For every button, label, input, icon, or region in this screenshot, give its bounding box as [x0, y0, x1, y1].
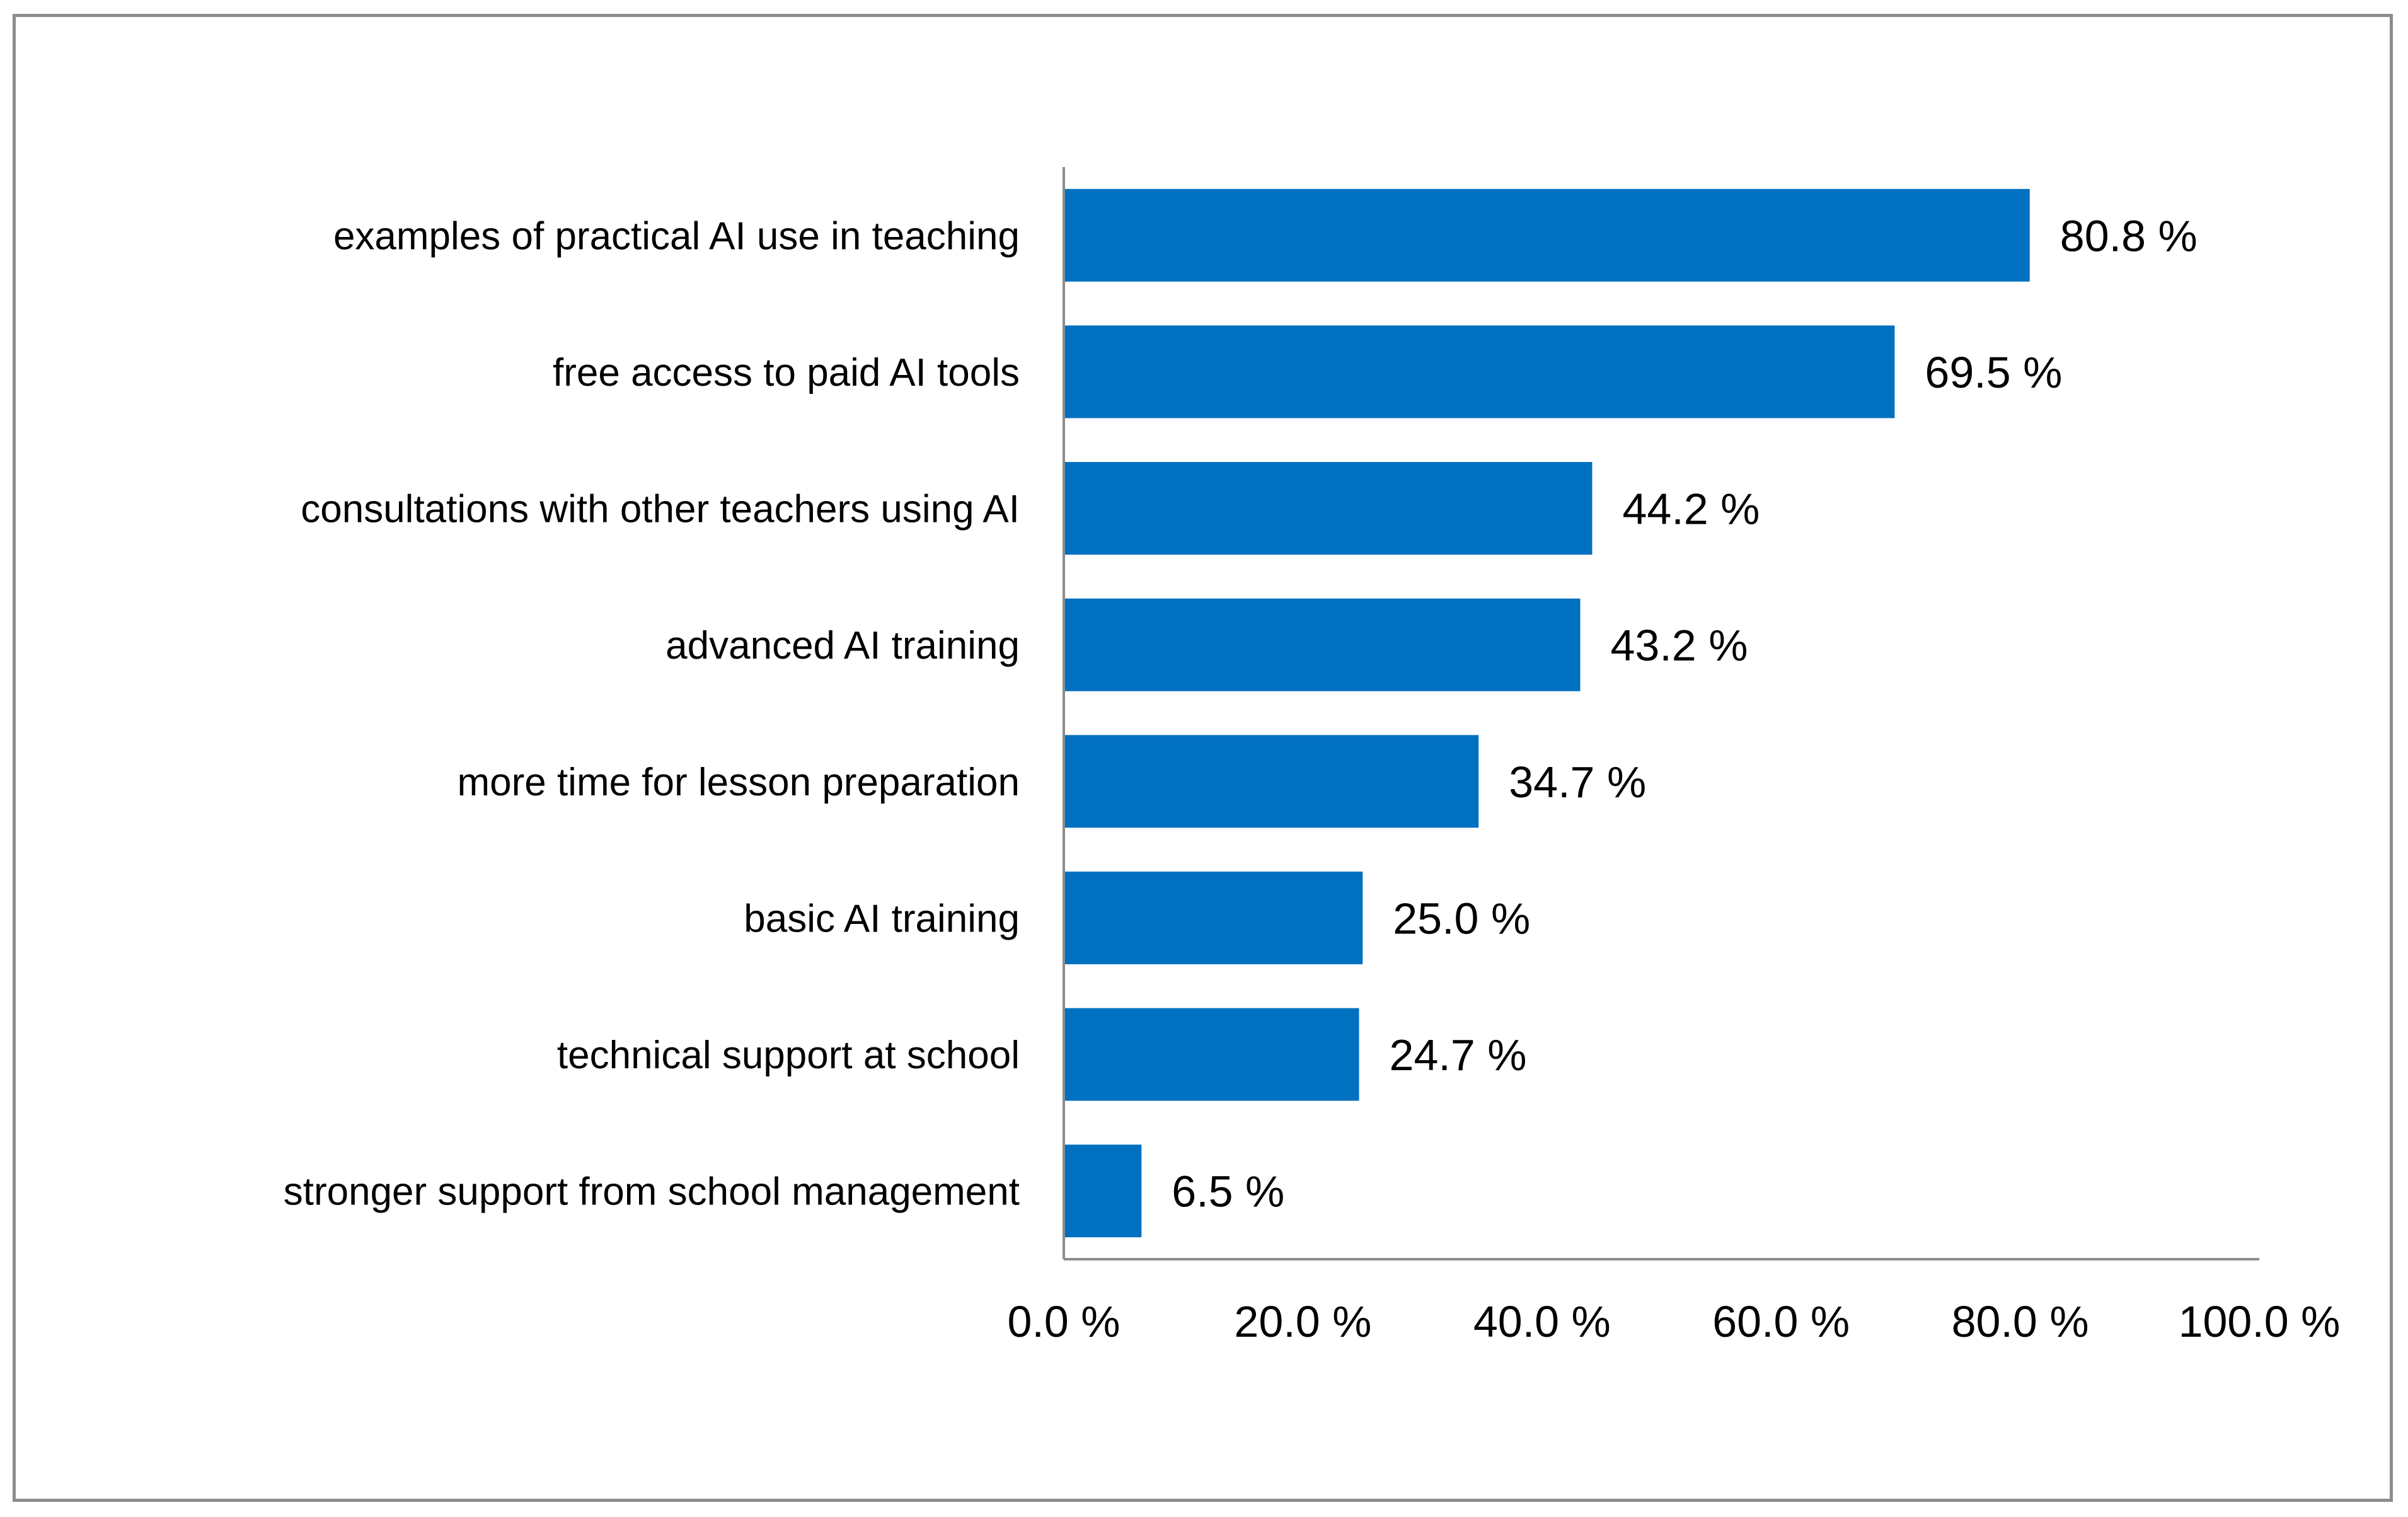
category-label: examples of practical AI use in teaching — [333, 214, 1020, 258]
x-tick-label: 40.0 % — [1473, 1297, 1611, 1346]
bar — [1064, 871, 1363, 964]
x-tick-label: 100.0 % — [2179, 1297, 2341, 1346]
category-label: consultations with other teachers using … — [301, 488, 1020, 531]
bar — [1064, 735, 1479, 828]
labels-group: examples of practical AI use in teaching… — [284, 211, 2341, 1346]
x-tick-label: 0.0 % — [1008, 1297, 1120, 1346]
data-label: 43.2 % — [1611, 621, 1748, 670]
x-tick-label: 60.0 % — [1712, 1297, 1850, 1346]
category-label: free access to paid AI tools — [553, 351, 1020, 395]
bar — [1064, 1145, 1142, 1238]
category-label: basic AI training — [744, 897, 1020, 940]
bar — [1064, 1008, 1359, 1101]
category-label: more time for lesson preparation — [457, 761, 1020, 804]
data-label: 80.8 % — [2060, 211, 2198, 260]
category-label: advanced AI training — [665, 624, 1020, 667]
data-label: 34.7 % — [1509, 758, 1646, 807]
data-label: 6.5 % — [1172, 1167, 1284, 1216]
axes-group — [1063, 167, 2259, 1260]
bar — [1064, 462, 1593, 555]
bar — [1064, 325, 1895, 418]
bar — [1064, 188, 2030, 282]
data-label: 44.2 % — [1622, 485, 1760, 534]
category-label: technical support at school — [557, 1034, 1020, 1077]
x-tick-label: 80.0 % — [1952, 1297, 2089, 1346]
bar — [1064, 598, 1581, 691]
data-label: 25.0 % — [1393, 894, 1530, 943]
category-label: stronger support from school management — [284, 1170, 1020, 1214]
data-label: 69.5 % — [1925, 348, 2062, 397]
bars-group — [1064, 188, 2030, 1238]
x-tick-label: 20.0 % — [1234, 1297, 1371, 1346]
data-label: 24.7 % — [1390, 1030, 1527, 1080]
